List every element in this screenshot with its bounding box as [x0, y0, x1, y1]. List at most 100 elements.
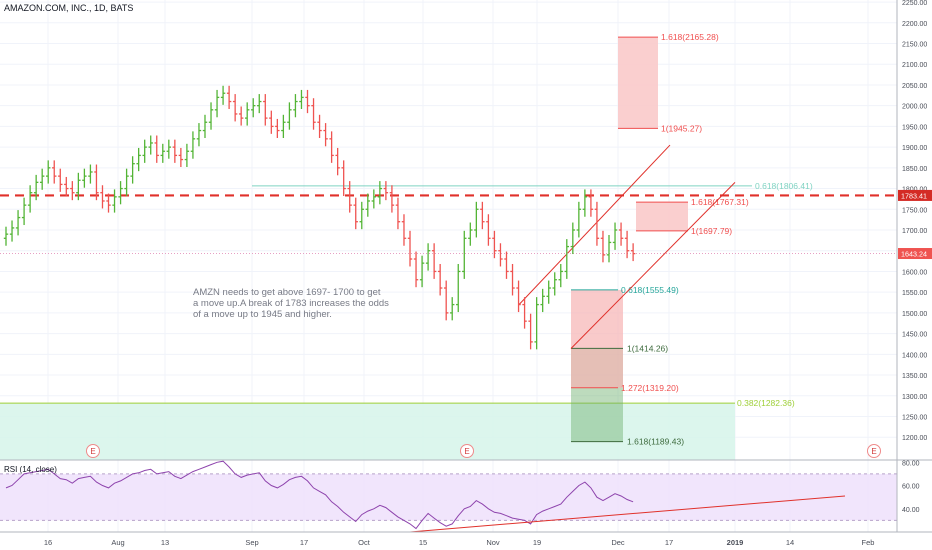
fib-level-label: 1.618(1189.43) [627, 437, 684, 447]
rsi-line [5, 460, 634, 530]
fib-level-label: 1.618(1767.31) [691, 197, 749, 207]
price-tick-label: 1850.00 [902, 166, 927, 173]
ohlc-bar [106, 193, 111, 213]
ohlc-bar [305, 89, 310, 114]
ohlc-bar [184, 143, 190, 168]
earnings-marker: E [86, 444, 100, 458]
ohlc-bar [15, 210, 21, 236]
rsi-tick-label: 40.00 [902, 507, 920, 514]
ohlc-bar [558, 263, 563, 288]
ohlc-bar [552, 272, 557, 296]
ohlc-bar [377, 181, 383, 205]
ohlc-bar [21, 197, 27, 226]
ohlc-bar [275, 118, 280, 138]
ohlc-bar [33, 174, 39, 201]
time-tick-label: Sep [245, 538, 258, 547]
price-tick-label: 1400.00 [902, 352, 927, 359]
earnings-label: E [871, 447, 876, 456]
ohlc-bar [480, 201, 485, 230]
ohlc-bar [425, 243, 431, 271]
ohlc-bar [516, 280, 521, 313]
ohlc-bar [407, 230, 413, 267]
price-tick-label: 2100.00 [902, 62, 927, 69]
ohlc-bar [142, 139, 147, 163]
ohlc-bar [238, 106, 244, 126]
fib-zone-red-upper [618, 37, 658, 129]
ohlc-bar [52, 160, 57, 184]
ohlc-bar [510, 263, 515, 296]
ohlc-bar [540, 288, 545, 313]
price-tick-label: 1450.00 [902, 332, 927, 339]
price-tick-label: 1900.00 [902, 145, 927, 152]
ohlc-bar [419, 255, 425, 288]
price-tick-label: 2050.00 [902, 83, 927, 90]
ohlc-bar [341, 160, 346, 197]
fib-zone-green [0, 403, 735, 460]
price-tag-label: 1783.41 [901, 191, 927, 200]
price-tick-label: 1750.00 [902, 207, 927, 214]
fib-level-label: 1.272(1319.20) [621, 383, 679, 393]
ohlc-bar [220, 85, 226, 105]
earnings-marker: E [460, 444, 474, 458]
ohlc-bar [413, 251, 419, 288]
ohlc-bar [353, 197, 358, 230]
ohlc-bar [202, 114, 208, 138]
earnings-circle [460, 444, 474, 458]
ohlc-bar [245, 102, 250, 126]
price-tick-label: 2200.00 [902, 21, 927, 28]
ohlc-bar [257, 94, 262, 114]
ohlc-bar [232, 94, 238, 122]
ohlc-bar [9, 220, 15, 242]
ohlc-bar [311, 98, 316, 130]
ohlc-bar [148, 135, 153, 155]
rsi-title: RSI (14, close) [4, 465, 57, 474]
ohlc-bar [46, 160, 51, 184]
price-tag-bg [898, 189, 932, 201]
price-tick-label: 1600.00 [902, 269, 927, 276]
channel-lower-line [570, 181, 736, 349]
ohlc-bar [299, 89, 304, 109]
ohlc-bar [329, 131, 334, 163]
ohlc-bar [486, 214, 491, 246]
ohlc-bar [39, 168, 45, 190]
ohlc-bar [214, 89, 220, 118]
ohlc-bar [70, 181, 75, 201]
time-tick-label: 16 [44, 538, 52, 547]
ohlc-bar [498, 243, 503, 267]
ohlc-bar [263, 94, 268, 126]
ohlc-bar [630, 243, 636, 262]
ohlc-bar [154, 135, 159, 163]
ohlc-bar [450, 297, 455, 321]
ohlc-bar [546, 280, 551, 304]
ohlc-bar [528, 313, 533, 350]
price-tag: 1783.41 [898, 189, 932, 201]
ohlc-bar [293, 94, 298, 118]
ohlc-bar [172, 139, 178, 163]
price-tag: 1643.24 [898, 248, 932, 260]
chart-title: AMAZON.COM, INC., 1D, BATS [4, 3, 134, 13]
ohlc-bar [287, 102, 292, 130]
ohlc-bar [166, 139, 172, 159]
ohlc-bar [504, 251, 509, 279]
ohlc-bar [468, 222, 473, 246]
ohlc-bar [323, 123, 328, 147]
time-tick-label: Oct [358, 538, 371, 547]
price-tick-label: 1500.00 [902, 311, 927, 318]
ohlc-bar [251, 98, 256, 118]
ohlc-bar [395, 197, 401, 230]
ohlc-bar [58, 168, 63, 192]
fib-level-label: 0.382(1282.36) [737, 398, 795, 408]
ohlc-bar [100, 185, 105, 209]
ohlc-bar [462, 230, 467, 279]
ohlc-bar [160, 143, 165, 163]
ohlc-bar [431, 243, 437, 279]
ohlc-bar [564, 239, 569, 279]
fib-zone-red-mid [636, 202, 688, 231]
time-tick-label: Nov [486, 538, 500, 547]
ohlc-bar [588, 189, 594, 217]
price-tick-label: 1250.00 [902, 414, 927, 421]
ohlc-bar [594, 201, 600, 246]
price-tick-label: 2150.00 [902, 42, 927, 49]
fib-level-label: 0.618(1806.41) [755, 181, 813, 191]
